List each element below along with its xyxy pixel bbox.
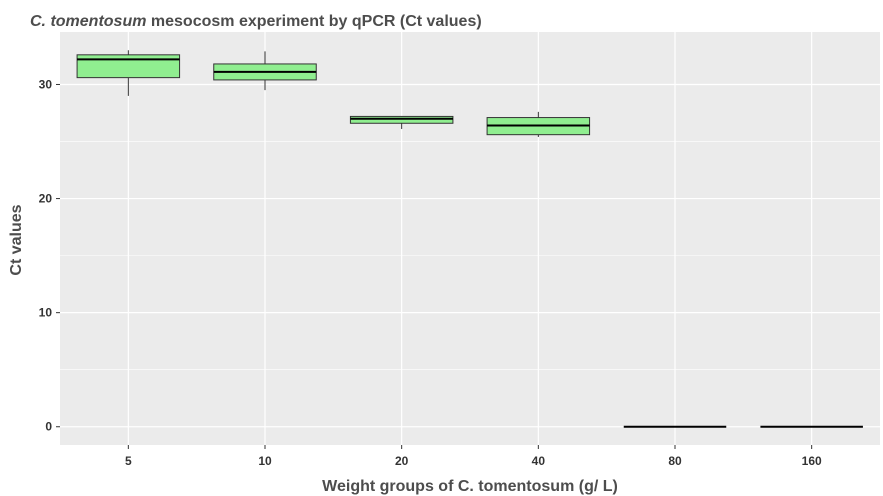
chart-title-italic: C. tomentosum <box>30 13 146 30</box>
box-series <box>76 50 863 428</box>
y-axis-title: Ct values <box>8 204 25 275</box>
x-axis-title: Weight groups of C. tomentosum (g/ L) <box>322 478 618 495</box>
box-5 <box>76 50 181 96</box>
plot-panel <box>60 32 880 445</box>
chart-title-rest: mesocosm experiment by qPCR (Ct values) <box>146 13 481 30</box>
box-40 <box>486 111 591 137</box>
grid-lines <box>60 32 880 445</box>
x-axis-ticks: 5 10 20 40 80 160 <box>125 445 822 468</box>
x-tick-label: 80 <box>668 454 682 468</box>
y-tick-label: 0 <box>45 420 52 434</box>
x-tick-label: 10 <box>258 454 272 468</box>
y-tick-label: 20 <box>39 192 53 206</box>
y-axis-ticks: 0 10 20 30 <box>39 77 60 434</box>
x-tick-label: 40 <box>532 454 546 468</box>
y-tick-label: 10 <box>39 306 53 320</box>
chart-title: C. tomentosum mesocosm experiment by qPC… <box>30 13 482 30</box>
box-10 <box>213 51 317 91</box>
box-20 <box>349 115 454 129</box>
x-tick-label: 160 <box>802 454 822 468</box>
box-body <box>76 54 181 79</box>
x-tick-label: 5 <box>125 454 132 468</box>
y-tick-label: 30 <box>39 77 53 91</box>
box-body <box>349 115 454 124</box>
x-tick-label: 20 <box>395 454 409 468</box>
